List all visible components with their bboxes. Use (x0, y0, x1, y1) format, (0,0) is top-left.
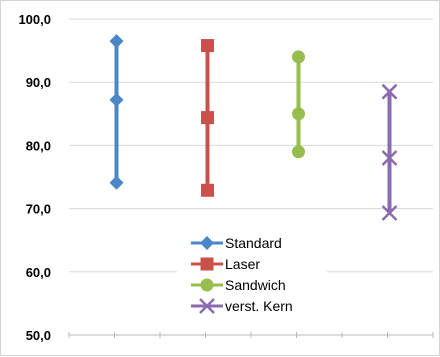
y-tick-label: 80,0 (26, 138, 51, 153)
data-point (381, 83, 398, 100)
data-point-stroke (381, 150, 398, 166)
y-tick-label: 100,0 (18, 12, 51, 27)
legend-marker (200, 257, 214, 271)
data-point (381, 150, 398, 166)
legend-marker (200, 236, 214, 250)
series-verst-kern (381, 83, 398, 221)
data-point (292, 50, 305, 64)
data-point (292, 107, 305, 121)
data-point (109, 175, 124, 190)
data-point (381, 205, 398, 221)
legend-label: Laser (225, 256, 260, 272)
legend-label: Standard (225, 235, 282, 251)
legend-marker-stroke (199, 298, 215, 314)
data-point (109, 92, 124, 107)
data-point-stroke (381, 83, 398, 100)
series-sandwich (292, 50, 305, 159)
series-standard (109, 34, 124, 190)
y-tick-label: 70,0 (26, 202, 51, 217)
data-point (109, 34, 124, 49)
data-point-stroke (381, 205, 398, 221)
legend: Standard Laser Sandwich verst. Kern (177, 229, 327, 321)
y-tick-label: 60,0 (26, 265, 51, 280)
series-layer (109, 34, 398, 221)
data-point (201, 183, 214, 197)
legend-marker (200, 278, 214, 292)
data-point (292, 145, 305, 159)
y-tick-label: 50,0 (26, 328, 51, 343)
y-tick-label: 90,0 (26, 75, 51, 90)
legend-label: Sandwich (225, 277, 286, 293)
legend-marker (199, 298, 215, 314)
series-laser (201, 39, 214, 197)
data-point (201, 111, 214, 125)
legend-label: verst. Kern (225, 298, 293, 314)
data-point (201, 39, 214, 53)
axis-layer: 100,0 90,0 80,0 70,0 60,0 50,0 (18, 12, 434, 343)
